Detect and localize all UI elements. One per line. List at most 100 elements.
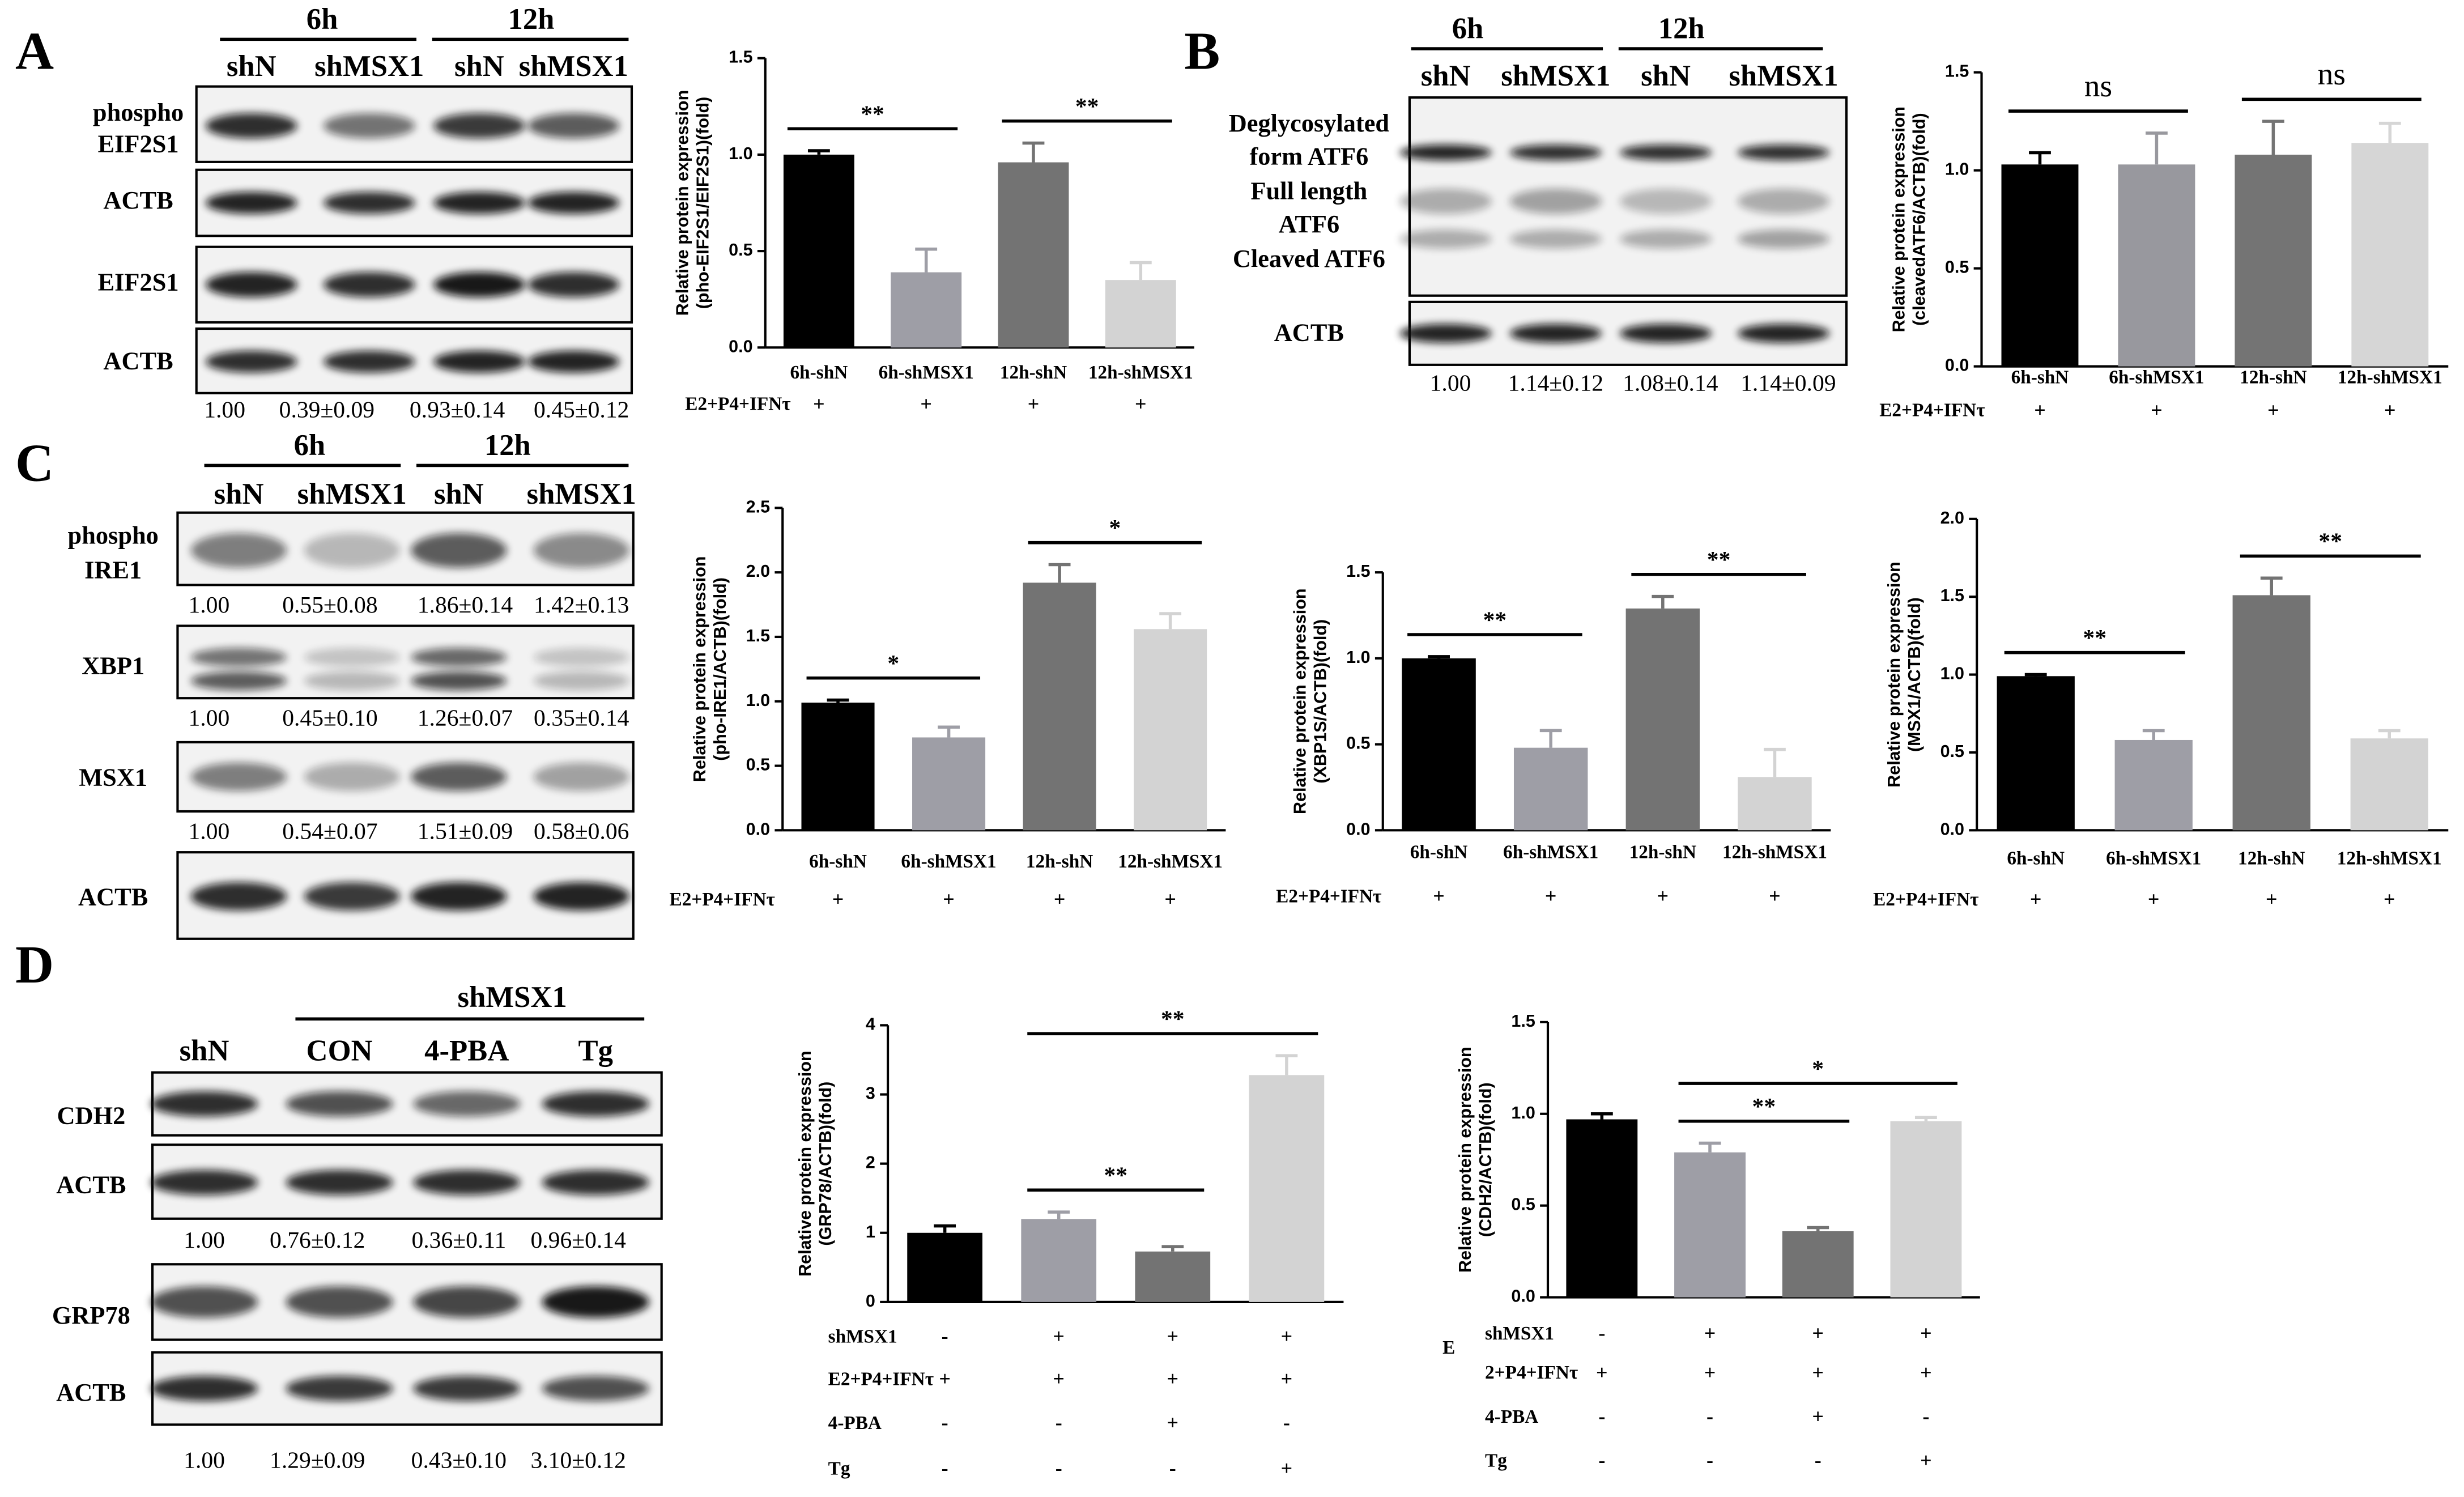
condition-mark: + <box>1812 1321 1824 1344</box>
y-axis-label: Relative protein expression <box>795 1051 815 1276</box>
y-axis-label: (CDH2/ACTB)(fold) <box>1476 1082 1495 1237</box>
y-tick-label: 4 <box>866 1014 875 1034</box>
bar <box>2001 164 2079 367</box>
quantification: 1.29±0.09 <box>270 1447 365 1473</box>
blot-band <box>411 882 507 911</box>
quantification: 1.00 <box>184 1447 225 1473</box>
blot-band <box>1619 144 1712 161</box>
lane-label: shMSX1 <box>1501 59 1610 92</box>
condition-mark: + <box>1433 884 1445 907</box>
blot-band <box>205 350 297 373</box>
lane-label: shN <box>1641 59 1691 92</box>
blot-band <box>413 1286 521 1318</box>
group-header: 12h <box>484 429 531 462</box>
x-tick-label: 6h-shMSX1 <box>2106 848 2201 869</box>
quantification: 1.00 <box>188 818 229 844</box>
condition-label: shMSX1 <box>1485 1323 1554 1344</box>
y-tick-label: 2.0 <box>1940 508 1964 528</box>
y-tick-label: 0.5 <box>746 755 770 775</box>
condition-mark: + <box>813 392 825 415</box>
panel-label: C <box>15 434 54 493</box>
lane-label: shMSX1 <box>297 478 407 511</box>
y-tick-label: 0.5 <box>1945 258 1969 277</box>
row-label: ACTB <box>78 883 148 911</box>
row-label: IRE1 <box>84 555 142 584</box>
condition-label: E2+P4+IFNτ <box>670 889 775 910</box>
condition-label: Tg <box>1485 1451 1507 1472</box>
x-tick-label: 6h-shN <box>1410 842 1468 863</box>
significance-label: ns <box>2318 57 2346 92</box>
lane-label: shMSX1 <box>519 50 628 83</box>
bar <box>1023 582 1096 831</box>
quantification: 0.45±0.10 <box>282 705 377 732</box>
blot-band <box>411 762 507 791</box>
blot-band <box>190 762 287 791</box>
blot-band <box>304 671 400 691</box>
bar <box>1513 747 1588 831</box>
bar <box>1738 777 1812 831</box>
group-header: 12h <box>508 3 554 36</box>
bar <box>1135 1251 1211 1302</box>
panel-label: B <box>1184 22 1220 81</box>
lane-label: 4-PBA <box>424 1034 509 1067</box>
bar <box>2114 739 2193 831</box>
blot-band <box>533 882 629 911</box>
condition-label: E2+P4+IFNτ <box>1276 886 1381 907</box>
group-header: 6h <box>307 3 338 36</box>
lane-label: CON <box>307 1034 373 1067</box>
blot-band <box>205 192 297 214</box>
condition-mark: + <box>1704 1321 1716 1344</box>
blot-band <box>150 1169 258 1196</box>
blot-band <box>1619 189 1712 214</box>
x-tick-label: 12h-shN <box>1000 362 1067 383</box>
condition-label: Tg <box>828 1458 850 1479</box>
blot-band <box>527 350 620 373</box>
bar <box>1249 1075 1325 1302</box>
quantification: 0.58±0.06 <box>534 818 629 844</box>
bar <box>2118 164 2195 367</box>
bar <box>1105 280 1176 348</box>
lane-label: shMSX1 <box>527 478 636 511</box>
blot-band <box>433 350 525 373</box>
lane-label: shN <box>1421 59 1471 92</box>
bar <box>1782 1231 1854 1298</box>
condition-mark: + <box>2148 887 2160 910</box>
row-label: ACTB <box>1274 318 1344 346</box>
x-tick-label: 6h-shMSX1 <box>879 362 974 383</box>
row-label: CDH2 <box>57 1101 125 1129</box>
condition-mark: + <box>2030 887 2042 910</box>
condition-mark: + <box>1545 884 1557 907</box>
blot-band <box>304 648 400 667</box>
blot-band <box>1619 324 1712 343</box>
y-axis-label: (cleavedATF6/ACTB)(fold) <box>1909 113 1929 326</box>
x-tick-label: 12h-shMSX1 <box>1722 842 1827 863</box>
blot-band <box>1509 229 1602 249</box>
x-tick-label: 12h-shN <box>2240 367 2306 388</box>
blot-band <box>1399 144 1492 161</box>
blot-band <box>533 533 629 568</box>
y-tick-label: 3 <box>866 1084 875 1103</box>
y-tick-label: 1.5 <box>1945 62 1969 81</box>
blot-band <box>304 882 400 911</box>
x-tick-label: 12h-shN <box>2238 848 2305 869</box>
significance-label: ** <box>2083 625 2106 651</box>
row-label: Deglycosylated <box>1229 109 1390 137</box>
group-header: shMSX1 <box>458 981 567 1014</box>
blot-band <box>413 1169 521 1196</box>
condition-mark: - <box>1598 1449 1605 1472</box>
quantification: 1.14±0.12 <box>1508 370 1603 396</box>
condition-mark: + <box>1596 1361 1608 1384</box>
bar <box>2351 143 2429 367</box>
significance-label: * <box>887 650 899 677</box>
x-tick-label: 12h-shN <box>1026 851 1093 872</box>
lane-label: shN <box>214 478 264 511</box>
y-tick-label: 0.0 <box>729 337 752 356</box>
lane-label: shN <box>434 478 484 511</box>
bar <box>912 737 986 831</box>
condition-label: 2+P4+IFNτ <box>1485 1362 1578 1383</box>
blot-band <box>533 648 629 667</box>
quantification: 1.51±0.09 <box>418 818 513 844</box>
y-axis-label: Relative protein expression <box>1456 1047 1475 1272</box>
condition-mark: + <box>2034 398 2046 421</box>
